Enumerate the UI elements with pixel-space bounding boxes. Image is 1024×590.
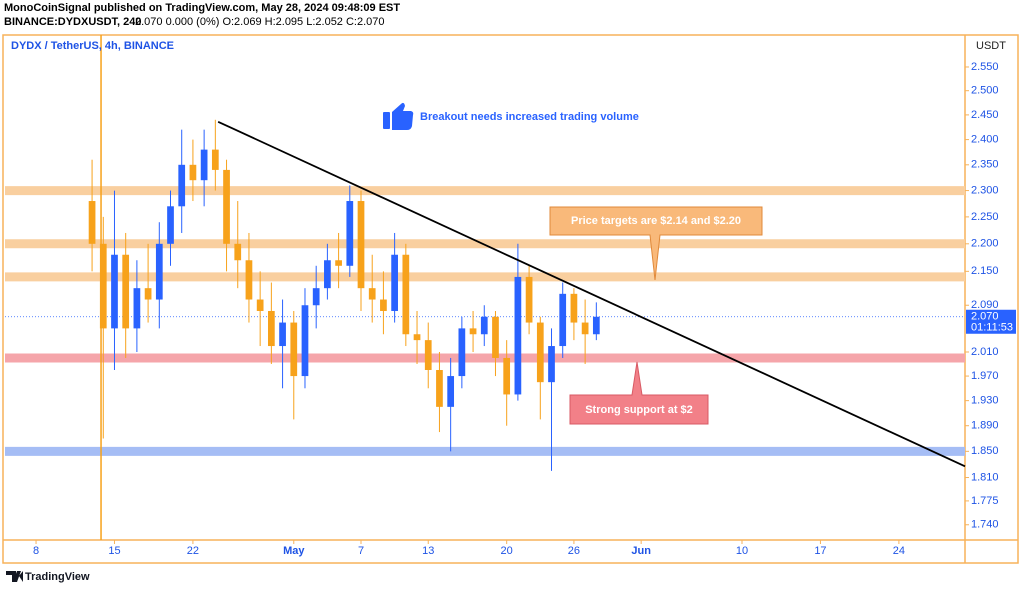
y-tick-label: 2.150 (971, 265, 999, 277)
candle-body (223, 169, 230, 244)
x-tick-label: 26 (568, 545, 580, 557)
last-price-label: 2.070 (971, 311, 999, 323)
y-tick-label: 2.010 (971, 346, 999, 358)
candle-body (133, 288, 141, 329)
y-tick-label: 1.850 (971, 445, 999, 457)
candle-body (581, 322, 589, 335)
x-tick-label: 20 (501, 545, 513, 557)
candle-body (335, 260, 342, 266)
candle-body (189, 164, 197, 181)
candle-body (357, 201, 365, 289)
candle-body (279, 322, 286, 347)
candle-body (245, 260, 253, 300)
candle-body (267, 310, 275, 347)
y-tick-label: 2.090 (971, 299, 999, 311)
y-tick-label: 2.500 (971, 85, 999, 97)
y-tick-label: 2.250 (971, 211, 999, 223)
y-tick-label: 2.550 (971, 61, 999, 73)
symbol: BINANCE:DYDXUSDT, 240 (4, 16, 142, 28)
brand-logo (6, 571, 23, 582)
y-tick-label: 2.300 (971, 184, 999, 196)
x-tick-label: 13 (422, 545, 434, 557)
candle-body (88, 201, 96, 244)
headline: Breakout needs increased trading volume (420, 111, 639, 123)
y-tick-label: 2.400 (971, 133, 999, 145)
candle-body (324, 260, 331, 289)
candle-body (234, 243, 242, 261)
candle-body (492, 316, 499, 358)
axis-label: USDT (976, 40, 1006, 52)
targets-callout (549, 206, 763, 281)
candle-body (525, 276, 533, 323)
candle-body (167, 206, 174, 244)
publisher: MonoCoinSignal published on TradingView.… (4, 2, 400, 14)
candle-body (211, 149, 219, 170)
x-tick-label: 17 (814, 545, 826, 557)
y-tick-label: 2.350 (971, 159, 999, 171)
x-tick-label: May (283, 545, 305, 557)
candle-body (548, 346, 555, 383)
candle-body (346, 201, 354, 266)
candle-body (570, 293, 578, 323)
candle-body (536, 322, 544, 383)
thumb-icon (383, 102, 414, 130)
x-tick-label: 8 (33, 545, 39, 557)
frame (2, 34, 1019, 564)
targets-note: Price targets are $2.14 and $2.20 (571, 215, 741, 227)
countdown: 01:11:53 (971, 322, 1013, 334)
y-tick-label: 1.890 (971, 420, 999, 432)
candle-body (144, 288, 152, 300)
y-tick-label: 2.200 (971, 238, 999, 250)
candle-body (480, 316, 488, 335)
candle-body (99, 243, 107, 329)
x-tick-label: 24 (893, 545, 905, 557)
candle-body (200, 149, 208, 181)
candle-body (559, 293, 567, 347)
x-tick-label: 7 (358, 545, 364, 557)
x-tick-label: Jun (631, 545, 651, 557)
candle-body (424, 340, 432, 370)
quote: 2.070 0.000 (0%) O:2.069 H:2.095 L:2.052… (135, 16, 385, 28)
plot (5, 35, 966, 540)
x-tick-label: 10 (736, 545, 748, 557)
brand: TradingView (25, 571, 90, 583)
last-price-box (966, 309, 1016, 334)
candle-body (514, 276, 522, 395)
candle-body (447, 376, 455, 407)
y-tick-label: 1.970 (971, 370, 999, 382)
x-tick-label: 22 (187, 545, 199, 557)
support-note: Strong support at $2 (585, 404, 693, 416)
y-tick-label: 1.775 (971, 495, 999, 507)
candle-body (436, 369, 443, 407)
candle-body (380, 299, 387, 311)
candle-body (391, 254, 398, 311)
candle-body (503, 357, 511, 395)
candle-body (290, 322, 298, 377)
candle-body (458, 328, 466, 377)
y-tick-label: 1.930 (971, 395, 999, 407)
candle-body (178, 164, 186, 207)
candle-body (312, 288, 320, 306)
trend-line (217, 120, 966, 468)
legend: DYDX / TetherUS, 4h, BINANCE (11, 40, 174, 52)
candle-body (469, 328, 477, 335)
y-tick-label: 1.810 (971, 471, 999, 483)
candle-body (155, 243, 163, 300)
support-callout (569, 361, 709, 425)
x-tick-label: 15 (108, 545, 120, 557)
y-tick-label: 2.450 (971, 109, 999, 121)
candle-body (402, 254, 410, 335)
candle-body (122, 254, 130, 329)
candle-body (592, 316, 600, 335)
candle-body (301, 305, 309, 377)
candle-body (413, 334, 421, 341)
y-tick-label: 1.740 (971, 519, 999, 531)
candle-body (256, 299, 264, 311)
candle-body (368, 288, 376, 300)
candle-body (111, 254, 118, 329)
